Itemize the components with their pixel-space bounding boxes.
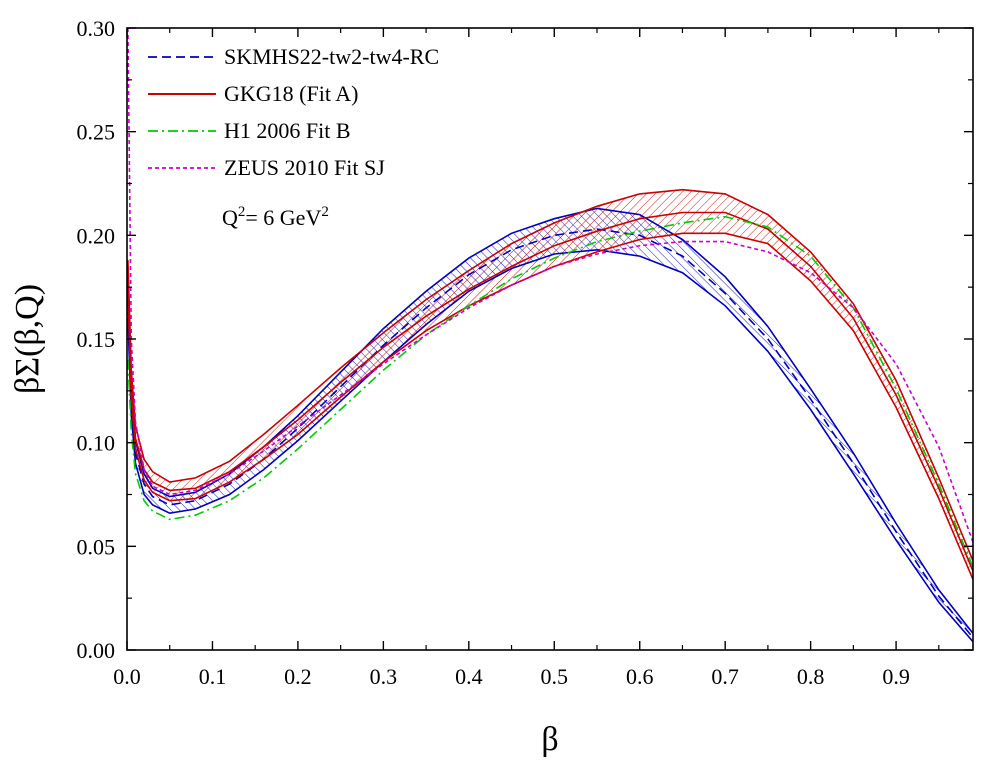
skmhs22-tw2-tw4-rc-band-upper <box>127 207 973 634</box>
y-tick-labels: 0.00 0.05 0.10 0.15 0.20 0.25 0.30 <box>77 16 116 663</box>
skmhs22-tw2-tw4-rc-band-lower <box>127 248 973 643</box>
gkg18-fit-a-band-lower <box>127 232 973 580</box>
y-tick-label: 0.30 <box>77 16 116 41</box>
x-axis-label: β <box>541 721 558 758</box>
y-tick-label: 0.15 <box>77 327 116 352</box>
h1-2006-fit-b-line <box>127 215 973 568</box>
x-tick-label: 0.4 <box>455 664 483 689</box>
x-tick-label: 0.8 <box>797 664 825 689</box>
y-tick-label: 0.20 <box>77 223 116 248</box>
y-tick-label: 0.10 <box>77 431 116 456</box>
axis-ticks <box>126 27 973 651</box>
x-tick-label: 0.2 <box>284 664 312 689</box>
legend-label-zeus-2010-fit-sj: ZEUS 2010 Fit SJ <box>224 155 385 180</box>
y-axis-label: βΣ(β,Q) <box>9 284 46 394</box>
skmhs22-tw2-tw4-rc-line <box>127 228 973 639</box>
q2-annotation: Q2= 6 GeV2 <box>222 204 329 230</box>
gkg18-fit-a-band-upper <box>127 188 973 562</box>
y-tick-label: 0.05 <box>77 534 116 559</box>
skmhs22-tw2-tw4-rc-band-fill <box>127 208 973 642</box>
x-tick-label: 0.9 <box>882 664 910 689</box>
y-tick-label: 0.25 <box>77 120 116 145</box>
gkg18-fit-a-line <box>127 211 973 572</box>
x-tick-label: 0.5 <box>541 664 569 689</box>
series-lines <box>127 28 973 643</box>
legend-label-gkg18-fit-a: GKG18 (Fit A) <box>224 81 358 106</box>
x-tick-label: 0.0 <box>113 664 141 689</box>
x-tick-label: 0.6 <box>626 664 654 689</box>
uncertainty-bands <box>127 189 973 642</box>
legend-label-skmhs22-tw2-tw4-rc: SKMHS22-tw2-tw4-RC <box>224 44 439 69</box>
x-tick-label: 0.1 <box>199 664 227 689</box>
y-tick-label: 0.00 <box>77 638 116 663</box>
legend-label-h1-2006-fit-b: H1 2006 Fit B <box>224 118 351 143</box>
x-tick-labels: 0.0 0.1 0.2 0.3 0.4 0.5 0.6 0.7 0.8 0.9 <box>113 664 910 689</box>
x-tick-label: 0.7 <box>711 664 739 689</box>
x-tick-label: 0.3 <box>370 664 398 689</box>
legend: SKMHS22-tw2-tw4-RC GKG18 (Fit A) H1 2006 F… <box>148 44 439 180</box>
zeus-2010-fit-sj-line <box>127 28 973 543</box>
